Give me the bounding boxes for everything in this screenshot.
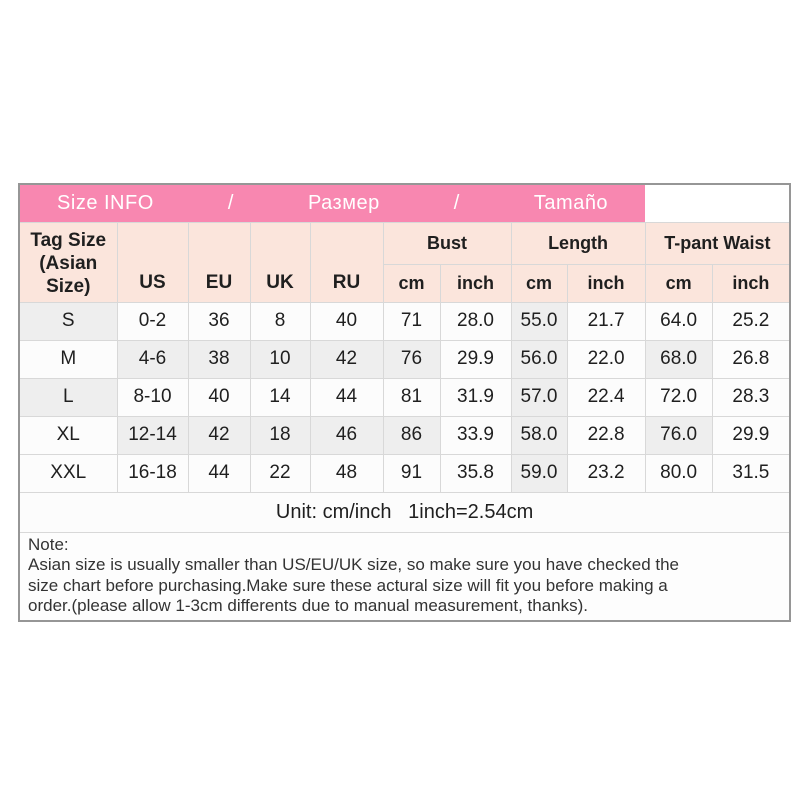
tag-size-cell: S — [18, 301, 118, 341]
size-value-cell: 33.9 — [439, 415, 512, 455]
size-value-cell: 76.0 — [644, 415, 713, 455]
size-value-cell: 10 — [249, 339, 311, 379]
size-value-cell: 26.8 — [711, 339, 791, 379]
note-line-2: size chart before purchasing.Make sure t… — [28, 575, 668, 595]
size-value-cell: 40 — [187, 377, 251, 417]
size-value-cell: 40 — [309, 301, 384, 341]
size-value-cell: 76 — [382, 339, 441, 379]
size-value-cell: 28.0 — [439, 301, 512, 341]
size-value-cell: 16-18 — [116, 453, 189, 493]
size-value-cell: 21.7 — [566, 301, 646, 341]
size-chart-panel: Size INFO / Размер / Tamaño Tag Size (As… — [18, 183, 792, 622]
tag-size-cell: XXL — [18, 453, 118, 493]
tag-size-header-line: Tag Size — [30, 229, 107, 251]
size-value-cell: 55.0 — [510, 301, 568, 341]
size-value-cell: 14 — [249, 377, 311, 417]
note-line-1: Asian size is usually smaller than US/EU… — [28, 555, 680, 574]
tag-size-header: Tag Size (Asian Size) — [18, 221, 118, 303]
size-value-cell: 31.9 — [439, 377, 512, 417]
unit-note: Unit: cm/inch 1inch=2.54cm — [18, 491, 791, 533]
size-value-cell: 57.0 — [510, 377, 568, 417]
size-value-cell: 22 — [249, 453, 311, 493]
bust-group-header: Bust — [382, 221, 512, 265]
size-chart-table: Size INFO / Размер / Tamaño Tag Size (As… — [18, 183, 792, 622]
size-value-cell: 22.4 — [566, 377, 646, 417]
size-value-cell: 28.3 — [711, 377, 791, 417]
size-value-cell: 80.0 — [644, 453, 713, 493]
title-size-info: Size INFO — [57, 191, 154, 214]
size-value-cell: 31.5 — [711, 453, 791, 493]
tag-size-cell: L — [18, 377, 118, 417]
bust-inch-header: inch — [439, 263, 512, 303]
ru-column-header: RU — [309, 221, 384, 303]
size-value-cell: 18 — [249, 415, 311, 455]
title-bar-spacer — [645, 184, 791, 222]
waist-cm-header: cm — [644, 263, 713, 303]
tag-size-header-line: Size) — [46, 275, 91, 297]
title-separator: / — [227, 191, 234, 214]
size-value-cell: 35.8 — [439, 453, 512, 493]
waist-inch-header: inch — [711, 263, 791, 303]
size-value-cell: 0-2 — [116, 301, 189, 341]
note-line-3: order.(please allow 1-3cm differents due… — [28, 596, 589, 615]
size-value-cell: 38 — [187, 339, 251, 379]
size-value-cell: 42 — [187, 415, 251, 455]
size-value-cell: 25.2 — [711, 301, 791, 341]
uk-column-header: UK — [249, 221, 311, 303]
table-row: XXL 16-18 44 22 48 91 35.8 59.0 23.2 80.0 31.5 — [18, 453, 791, 493]
size-value-cell: 8-10 — [116, 377, 189, 417]
unit-note-row: Unit: cm/inch 1inch=2.54cm — [18, 491, 791, 533]
length-cm-header: cm — [510, 263, 568, 303]
tpant-waist-group-header: T-pant Waist — [644, 221, 791, 265]
eu-column-header: EU — [187, 221, 251, 303]
size-value-cell: 46 — [309, 415, 384, 455]
tag-size-header-line: (Asian — [39, 252, 98, 274]
size-value-cell: 29.9 — [711, 415, 791, 455]
header-unit-row: cm inch cm inch cm inch — [19, 263, 791, 303]
length-inch-header: inch — [566, 263, 646, 303]
size-value-cell: 64.0 — [644, 301, 713, 341]
note-row: Note: Asian size is usually smaller than… — [18, 531, 791, 621]
size-value-cell: 8 — [249, 301, 311, 341]
bust-cm-header: cm — [382, 263, 441, 303]
table-row: S 0-2 36 8 40 71 28.0 55.0 21.7 64.0 25.2 — [18, 301, 791, 341]
table-row: M 4-6 38 10 42 76 29.9 56.0 22.0 68.0 26.8 — [18, 339, 791, 379]
size-value-cell: 23.2 — [566, 453, 646, 493]
header-group-row: Tag Size (Asian Size) US EU UK RU Bust L… — [18, 221, 791, 303]
size-rows: S 0-2 36 8 40 71 28.0 55.0 21.7 64.0 25.2 M 4-6 38 10 4… — [18, 301, 791, 493]
size-value-cell: 81 — [382, 377, 441, 417]
note-block: Note: Asian size is usually smaller than… — [18, 531, 791, 621]
us-column-header: US — [116, 221, 189, 303]
tag-size-cell: XL — [18, 415, 118, 455]
size-value-cell: 44 — [187, 453, 251, 493]
size-value-cell: 22.8 — [566, 415, 646, 455]
note-title: Note: — [28, 534, 69, 554]
size-value-cell: 48 — [309, 453, 384, 493]
size-value-cell: 42 — [309, 339, 384, 379]
size-value-cell: 4-6 — [116, 339, 189, 379]
title-bar-row: Size INFO / Размер / Tamaño — [19, 184, 791, 222]
size-value-cell: 22.0 — [566, 339, 646, 379]
size-value-cell: 29.9 — [439, 339, 512, 379]
size-value-cell: 72.0 — [644, 377, 713, 417]
length-group-header: Length — [510, 221, 646, 265]
title-tamano: Tamaño — [533, 191, 609, 214]
table-row: L 8-10 40 14 44 81 31.9 57.0 22.4 72.0 28.3 — [18, 377, 791, 417]
size-value-cell: 12-14 — [116, 415, 189, 455]
title-razmer: Размер — [307, 191, 380, 214]
title-separator: / — [453, 191, 460, 214]
size-value-cell: 59.0 — [510, 453, 568, 493]
table-row: XL 12-14 42 18 46 86 33.9 58.0 22.8 76.0 29.9 — [18, 415, 791, 455]
tag-size-cell: M — [18, 339, 118, 379]
size-value-cell: 91 — [382, 453, 441, 493]
size-value-cell: 58.0 — [510, 415, 568, 455]
size-value-cell: 36 — [187, 301, 251, 341]
size-value-cell: 68.0 — [644, 339, 713, 379]
size-value-cell: 71 — [382, 301, 441, 341]
title-bar: Size INFO / Размер / Tamaño — [19, 184, 646, 222]
size-value-cell: 86 — [382, 415, 441, 455]
size-value-cell: 44 — [309, 377, 384, 417]
size-value-cell: 56.0 — [510, 339, 568, 379]
